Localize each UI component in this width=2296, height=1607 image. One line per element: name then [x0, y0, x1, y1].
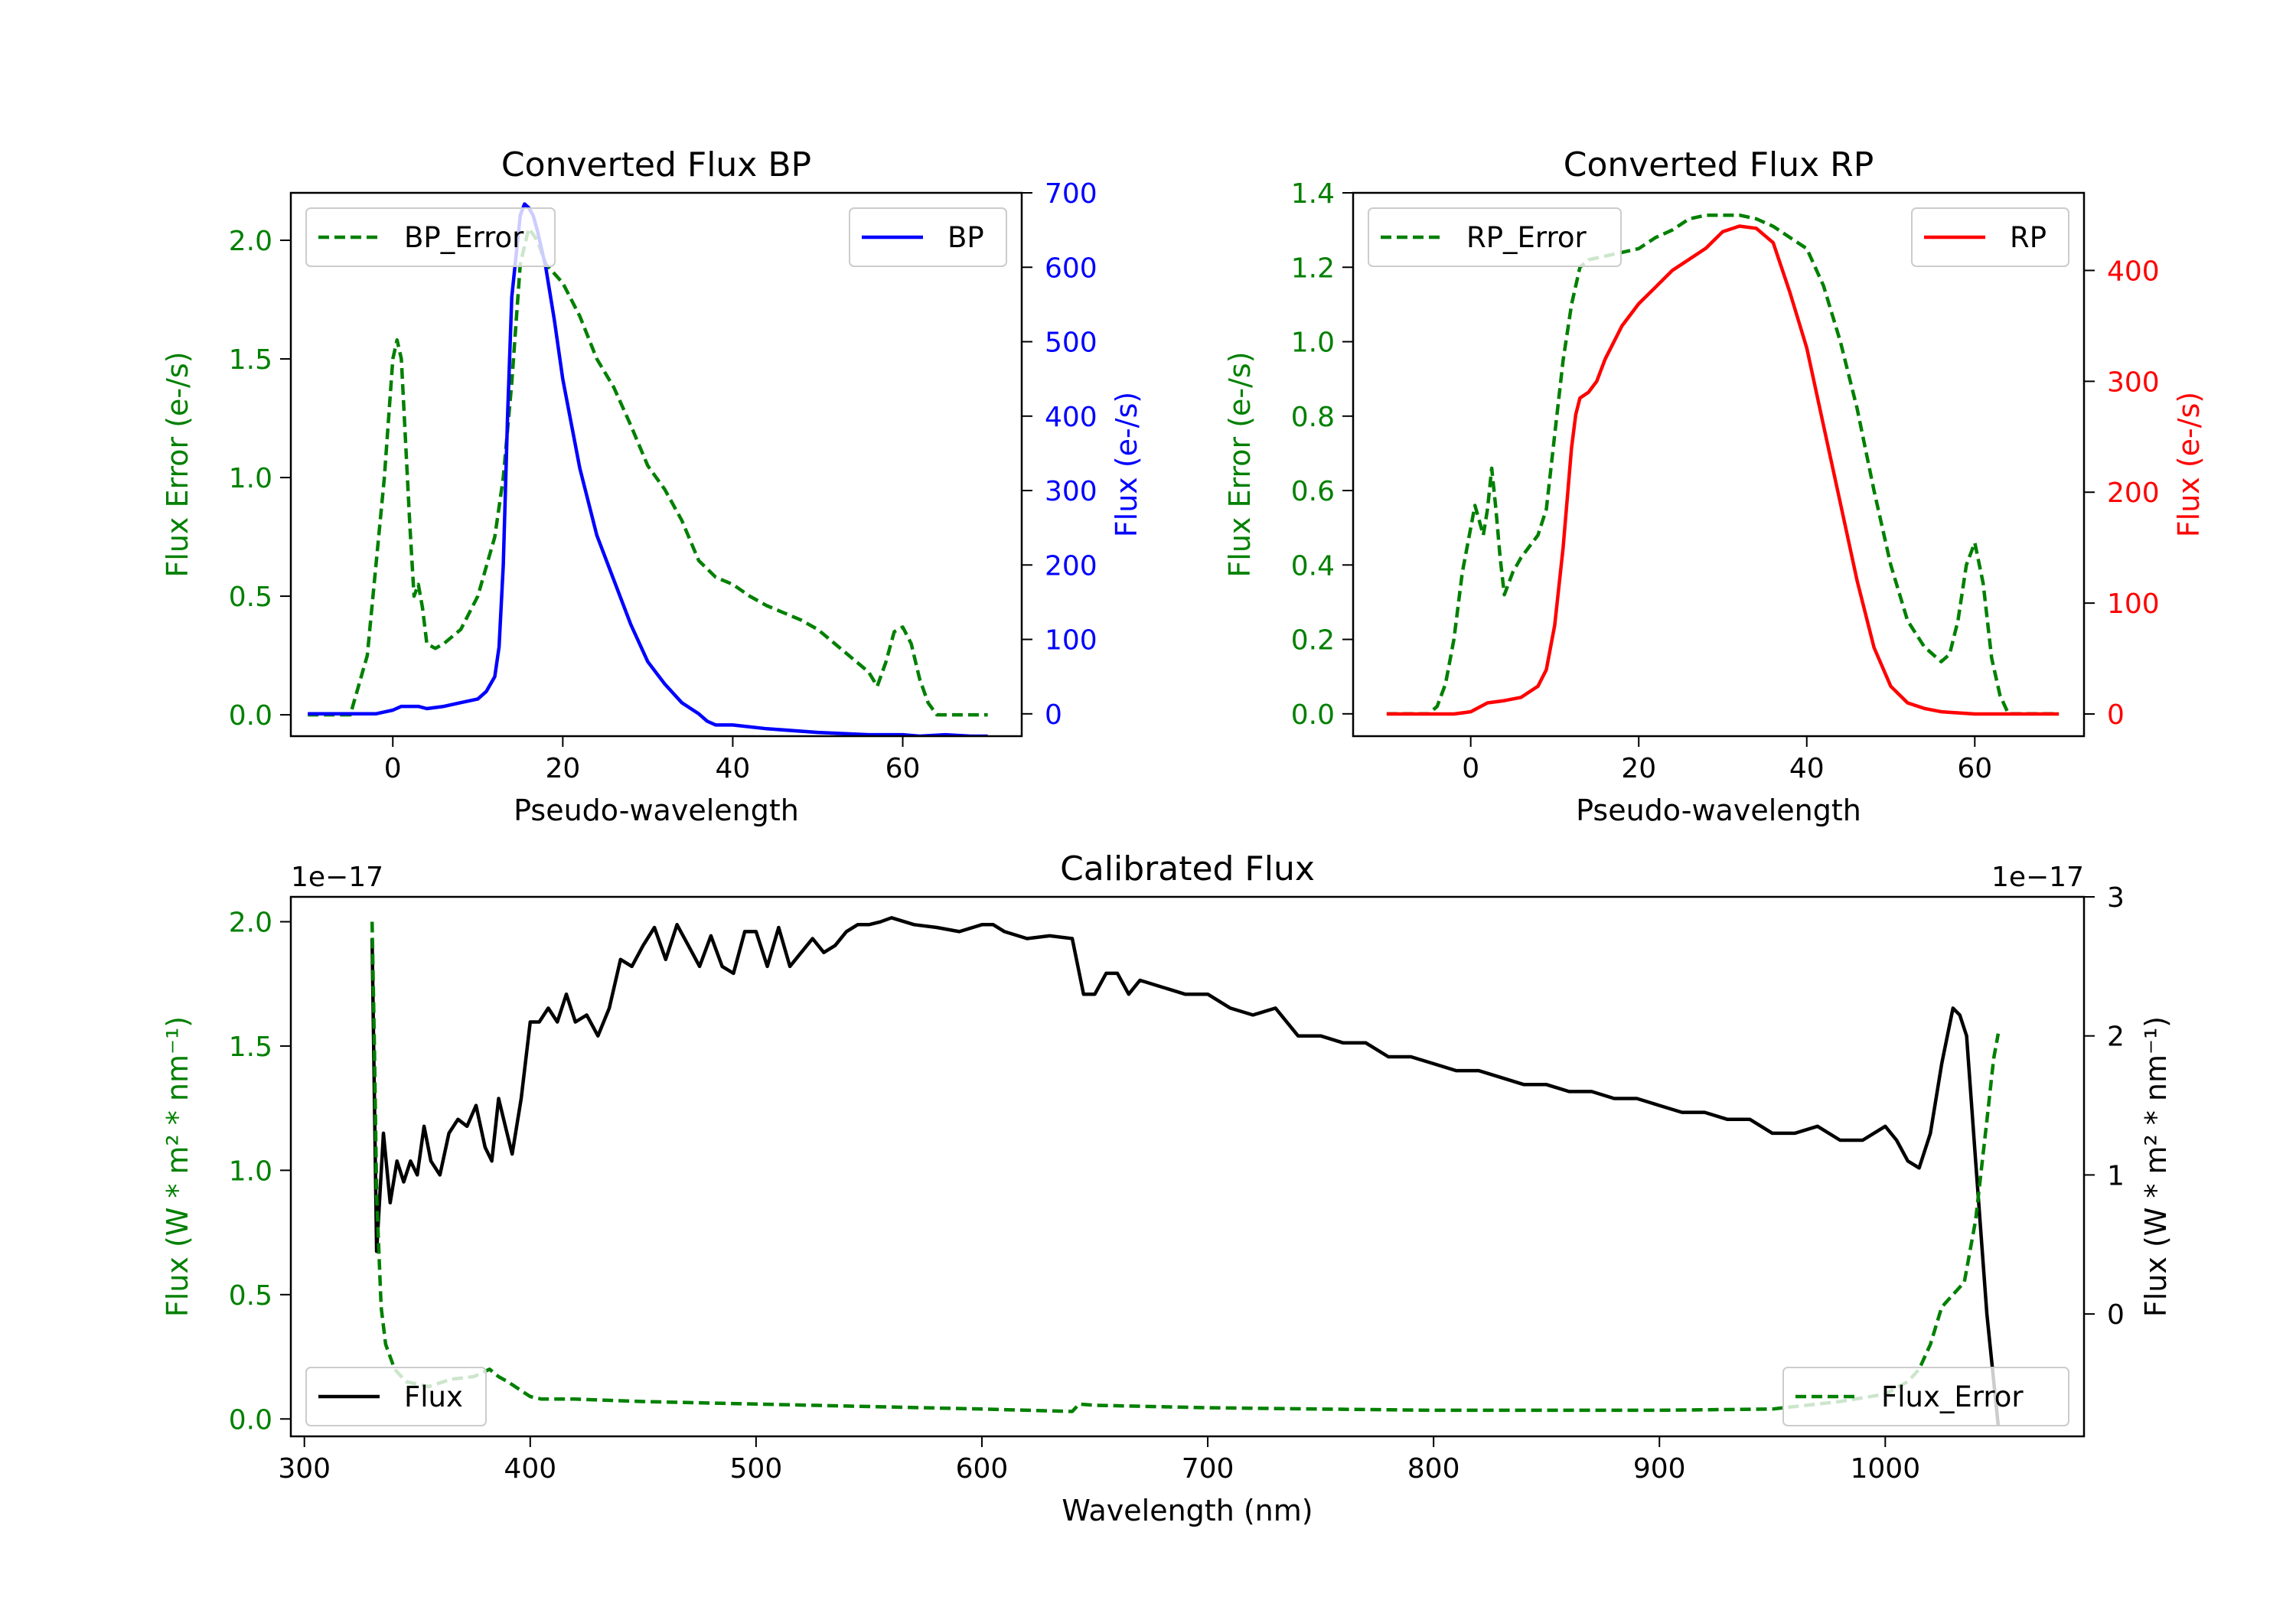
x-tick-label: 600: [956, 1453, 1009, 1485]
chart-calibrated-flux: Calibrated Flux 300 400 500 600 700 800 900 1000…: [161, 849, 2173, 1527]
y-right-offset-text: 1e−17: [1991, 862, 2084, 893]
x-tick-label: 60: [1957, 753, 1992, 784]
x-tick-label: 300: [278, 1453, 331, 1485]
series-group: [1386, 213, 2060, 716]
legend-label-rp-error: RP_Error: [1466, 221, 1587, 254]
y-right-tick-label: 0: [1045, 699, 1062, 731]
y-left-tick-label: 0.4: [1291, 550, 1335, 582]
x-tick-label: 60: [885, 753, 921, 784]
y-left-axis-label: Flux Error (e-/s): [1223, 351, 1257, 577]
plot-frame: [289, 895, 2086, 1438]
y-left-tick-label: 0.2: [1291, 625, 1335, 657]
legend-label-bp: BP: [947, 221, 984, 254]
legend-flux: Flux: [305, 1367, 487, 1426]
x-tick-label: 20: [545, 753, 580, 784]
series-line-bp-error: [308, 227, 988, 717]
y-left-tick-label: 1.5: [229, 1032, 272, 1063]
chart-title: Converted Flux BP: [501, 145, 811, 184]
x-axis-label: Pseudo-wavelength: [1576, 794, 1861, 827]
y-right-axis-label: Flux (W * m² * nm⁻¹): [2139, 1016, 2173, 1317]
y-left-tick-label: 2.0: [229, 907, 272, 938]
y-left-tick-label: 2.0: [229, 226, 272, 257]
y-right-tick-label: 100: [1045, 625, 1097, 657]
y-left-tick-label: 0.5: [229, 1280, 272, 1312]
plot-frame: [1352, 191, 2086, 738]
legend-bp-error: BP_Error: [305, 207, 556, 267]
y-right-tick-label: 700: [1045, 178, 1097, 210]
legend-flux-error: Flux_Error: [1782, 1367, 2069, 1426]
chart-converted-flux-rp: Converted Flux RP 0 20 40 60 Pseudo-wavelengt…: [1223, 145, 2206, 827]
y-left-axis-label: Flux (W * m² * nm⁻¹): [161, 1016, 194, 1317]
legend-label-flux: Flux: [404, 1380, 463, 1413]
y-left-tick-label: 0.0: [229, 700, 272, 732]
legend-box: [1782, 1367, 2069, 1426]
y-left-axis-label: Flux Error (e-/s): [161, 351, 194, 577]
x-tick-label: 20: [1621, 753, 1656, 784]
x-tick-label: 800: [1407, 1453, 1460, 1485]
legend-label-bp-error: BP_Error: [404, 221, 524, 254]
y-right-tick-label: 2: [2107, 1022, 2125, 1053]
y-left-tick-label: 0.6: [1291, 476, 1335, 507]
legend-box: [849, 207, 1007, 267]
plot-frame: [289, 191, 1023, 738]
y-right-axis-label: Flux (e-/s): [2172, 392, 2206, 537]
chart-title: Converted Flux RP: [1564, 145, 1874, 184]
y-left-tick-label: 1.2: [1291, 253, 1335, 284]
x-axis-label: Pseudo-wavelength: [514, 794, 799, 827]
y-right-tick-label: 1: [2107, 1160, 2125, 1191]
chart-converted-flux-bp: Converted Flux BP 0 20 40 60 Pseudo-wavelengt…: [161, 145, 1143, 827]
legend-rp-error: RP_Error: [1368, 207, 1622, 267]
y-right-tick-label: 400: [2107, 256, 2160, 287]
y-right-tick-label: 300: [2107, 367, 2160, 398]
y-right-tick-label: 3: [2107, 882, 2125, 914]
legend-label-rp: RP: [2010, 221, 2047, 254]
y-right-tick-label: 200: [1045, 550, 1097, 582]
y-left-tick-label: 1.0: [229, 463, 272, 494]
y-left-tick-label: 0.0: [229, 1404, 272, 1436]
y-left-tick-label: 1.4: [1291, 178, 1335, 210]
y-right-tick-label: 500: [1045, 328, 1097, 359]
x-tick-label: 700: [1182, 1453, 1234, 1485]
y-right-tick-label: 300: [1045, 476, 1097, 507]
y-left-tick-label: 1.0: [1291, 328, 1335, 359]
x-tick-label: 500: [730, 1453, 783, 1485]
x-tick-label: 900: [1633, 1453, 1686, 1485]
y-left-tick-label: 0.8: [1291, 402, 1335, 433]
legend-box: [305, 207, 556, 267]
y-right-tick-label: 600: [1045, 253, 1097, 284]
legend-box: [1368, 207, 1622, 267]
x-axis-label: Wavelength (nm): [1062, 1494, 1313, 1527]
y-right-axis-label: Flux (e-/s): [1110, 392, 1143, 537]
y-left-tick-label: 0.0: [1291, 699, 1335, 731]
y-left-tick-label: 1.5: [229, 344, 272, 376]
legend-rp: RP: [1911, 207, 2069, 267]
chart-title: Calibrated Flux: [1060, 849, 1315, 888]
y-left-offset-text: 1e−17: [291, 862, 383, 893]
y-right-tick-label: 0: [2107, 699, 2125, 731]
series-line-rp: [1386, 224, 2060, 716]
x-tick-label: 0: [384, 753, 402, 784]
y-left-tick-label: 1.0: [229, 1156, 272, 1187]
legend-label-flux-error: Flux_Error: [1881, 1380, 2024, 1413]
y-left-tick-label: 0.5: [229, 582, 272, 613]
series-line-flux: [370, 916, 2001, 1426]
x-tick-label: 400: [504, 1453, 556, 1485]
legend-box: [1911, 207, 2069, 267]
y-right-tick-label: 400: [1045, 402, 1097, 433]
y-right-tick-label: 0: [2107, 1299, 2125, 1331]
legend-box: [305, 1367, 487, 1426]
x-tick-label: 40: [716, 753, 751, 784]
x-tick-label: 40: [1789, 753, 1825, 784]
series-line-rp-error: [1386, 213, 2060, 716]
legend-bp: BP: [849, 207, 1007, 267]
x-tick-label: 0: [1462, 753, 1479, 784]
x-tick-label: 1000: [1851, 1453, 1921, 1485]
y-right-tick-label: 100: [2107, 588, 2160, 620]
y-right-tick-label: 200: [2107, 478, 2160, 509]
